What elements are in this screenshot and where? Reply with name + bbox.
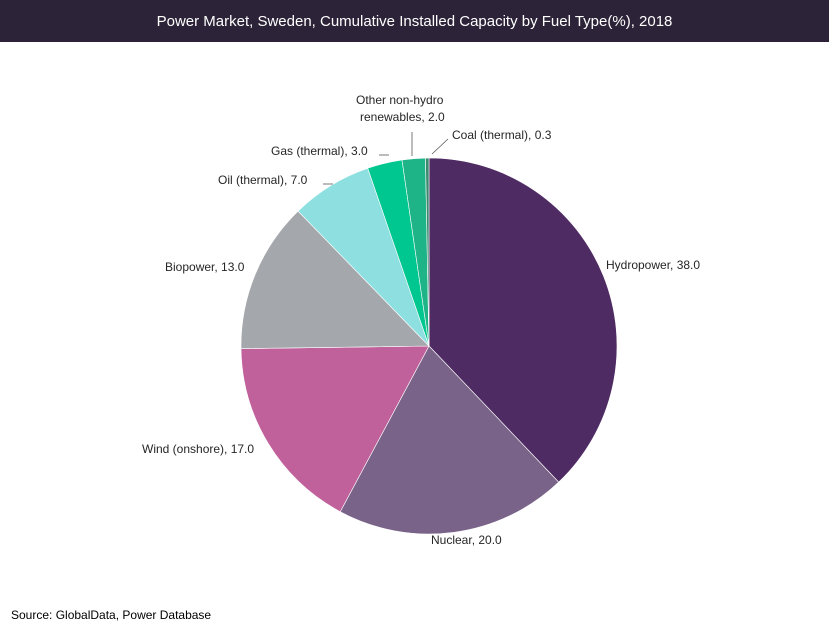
source-note: Source: GlobalData, Power Database: [11, 608, 212, 622]
slice-label: Nuclear, 20.0: [431, 533, 502, 547]
chart-title: Power Market, Sweden, Cumulative Install…: [156, 12, 673, 30]
slice-label: Coal (thermal), 0.3: [452, 128, 552, 142]
slice-label: Gas (thermal), 3.0: [271, 144, 368, 158]
pie-slice-coal-thermal: [425, 157, 430, 347]
slice-label: Oil (thermal), 7.0: [218, 173, 308, 187]
slice-label: Hydropower, 38.0: [606, 258, 700, 272]
slice-label: Biopower, 13.0: [165, 260, 245, 274]
slice-label: Wind (onshore), 17.0: [142, 442, 254, 456]
slice-label: Other non-hydro renewables, 2.0: [356, 93, 445, 124]
leader-line: [431, 138, 449, 155]
pie-slice-hydropower: [428, 157, 618, 483]
pie-chart: Hydropower, 38.0 Nuclear, 20.0 Wind (onsho…: [142, 93, 700, 547]
pie-slice-biopower: [240, 210, 430, 349]
chart-area: Hydropower, 38.0 Nuclear, 20.0 Wind (onsho…: [0, 42, 837, 602]
pie-slice-wind-onshore: [240, 345, 430, 513]
pie-slice-nuclear: [339, 345, 560, 535]
chart-title-bar: Power Market, Sweden, Cumulative Install…: [0, 0, 829, 42]
